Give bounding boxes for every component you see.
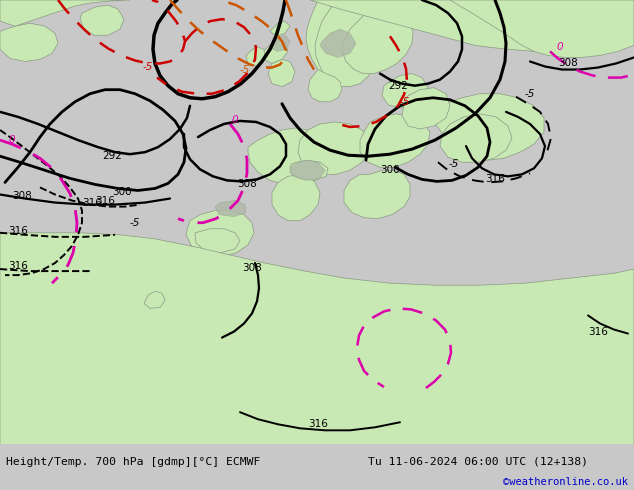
Polygon shape (0, 0, 130, 26)
Text: -5: -5 (130, 218, 140, 228)
Text: 308: 308 (242, 263, 262, 273)
Text: 308: 308 (12, 191, 32, 200)
Text: 316: 316 (308, 419, 328, 429)
Polygon shape (144, 291, 165, 308)
Polygon shape (270, 21, 290, 36)
Text: -5: -5 (400, 97, 410, 107)
Polygon shape (263, 39, 288, 64)
Polygon shape (298, 122, 370, 174)
Text: 300: 300 (380, 165, 400, 175)
Polygon shape (360, 114, 430, 167)
Text: ©weatheronline.co.uk: ©weatheronline.co.uk (503, 477, 628, 487)
Polygon shape (306, 0, 374, 84)
Text: -5: -5 (449, 159, 459, 169)
Text: 0: 0 (9, 135, 15, 145)
Polygon shape (290, 160, 325, 180)
Polygon shape (246, 47, 265, 67)
Text: 316: 316 (95, 196, 115, 205)
Text: Tu 11-06-2024 06:00 UTC (12+138): Tu 11-06-2024 06:00 UTC (12+138) (368, 457, 588, 467)
Text: -5: -5 (240, 65, 250, 74)
Text: 316: 316 (588, 326, 608, 337)
Text: 316: 316 (82, 197, 102, 208)
Polygon shape (320, 29, 356, 57)
Polygon shape (310, 0, 634, 51)
Polygon shape (342, 0, 413, 74)
Polygon shape (0, 23, 58, 61)
Polygon shape (440, 114, 512, 162)
Polygon shape (80, 5, 124, 35)
Text: -5: -5 (143, 62, 153, 72)
Polygon shape (308, 70, 342, 102)
Text: 292: 292 (388, 81, 408, 91)
Polygon shape (195, 229, 240, 253)
Polygon shape (430, 94, 544, 160)
Text: 300: 300 (112, 188, 132, 197)
Polygon shape (290, 160, 328, 180)
Polygon shape (268, 59, 295, 87)
Polygon shape (0, 233, 634, 444)
Text: 316: 316 (8, 226, 28, 236)
Text: 316: 316 (485, 174, 505, 184)
Text: -5: -5 (525, 89, 535, 98)
Text: 292: 292 (102, 151, 122, 161)
Text: Height/Temp. 700 hPa [gdmp][°C] ECMWF: Height/Temp. 700 hPa [gdmp][°C] ECMWF (6, 457, 261, 467)
Text: 0: 0 (557, 42, 564, 52)
Text: 316: 316 (8, 261, 28, 271)
Polygon shape (382, 74, 428, 108)
Polygon shape (186, 211, 254, 257)
Polygon shape (402, 88, 450, 129)
Polygon shape (344, 171, 410, 219)
Text: 308: 308 (558, 58, 578, 69)
Text: 0: 0 (231, 115, 238, 125)
Polygon shape (270, 35, 290, 51)
Polygon shape (272, 174, 320, 220)
Polygon shape (450, 0, 634, 57)
Polygon shape (215, 200, 246, 217)
Polygon shape (315, 0, 382, 87)
Text: 308: 308 (237, 179, 257, 190)
Polygon shape (248, 128, 336, 184)
